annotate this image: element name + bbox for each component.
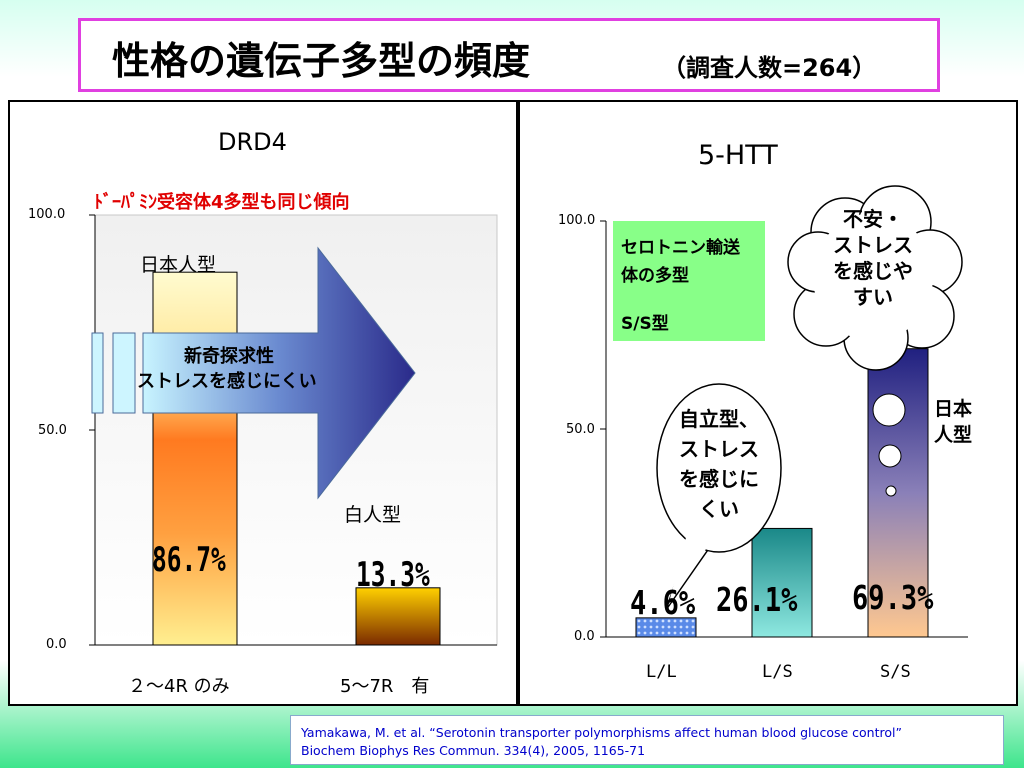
- japanese-type-side-label: 日本 人型: [934, 396, 972, 448]
- arrow-caption-line: ストレスを感じにくい: [137, 371, 317, 392]
- cloud-bubble: [885, 485, 897, 497]
- 5htt-tick-50: 50.0: [566, 422, 595, 437]
- citation-line: Yamakawa, M. et al. “Serotonin transport…: [301, 725, 902, 740]
- page-title: 性格の遺伝子多型の頻度: [112, 39, 531, 83]
- drd4-chart-title: DRD4: [218, 128, 287, 156]
- drd4-data-label-1: 86.7%: [152, 540, 226, 580]
- bubble-text-line: くい: [699, 497, 739, 521]
- 5htt-category-2: L/S: [762, 662, 793, 682]
- 5htt-tick-0: 0.0: [574, 629, 595, 644]
- info-box-line: 体の多型: [621, 266, 689, 286]
- 5htt-data-label-3: 69.3%: [852, 578, 934, 617]
- drd4-tick-100: 100.0: [28, 207, 66, 222]
- drd4-tick-0: 0.0: [46, 637, 67, 652]
- citation: Yamakawa, M. et al. “Serotonin transport…: [290, 715, 1004, 765]
- arrow-caption: 新奇探求性 ストレスを感じにくい: [137, 344, 317, 394]
- cloud-text-line: を感じや: [833, 259, 913, 283]
- cloud-bubble: [878, 444, 902, 468]
- title-frame: [78, 18, 940, 92]
- cloud-text: 不安・ ストレス を感じや すい: [810, 206, 936, 310]
- bubble-text: 自立型、 ストレス を感じに くい: [660, 404, 778, 524]
- citation-line: Biochem Biophys Res Commun. 334(4), 2005…: [301, 743, 646, 758]
- 5htt-chart-title: 5-HTT: [698, 140, 778, 171]
- 5htt-bar-1: [635, 617, 697, 638]
- japanese-type-label: 日本人型: [140, 254, 217, 276]
- trend-arrow: [142, 246, 416, 500]
- info-box-line: S/S型: [621, 314, 669, 334]
- side-label-line: 日本: [934, 398, 973, 420]
- 5htt-data-label-1: 4.6%: [630, 583, 696, 622]
- 5htt-category-3: S/S: [880, 662, 911, 682]
- info-box-line: セロトニン輸送: [621, 238, 740, 258]
- drd4-bar-2: [355, 587, 441, 646]
- drd4-category-1: ２～4R のみ: [128, 676, 230, 697]
- cloud-bubble: [872, 393, 906, 427]
- caucasian-type-label: 白人型: [344, 504, 402, 526]
- cloud-text-line: すい: [853, 285, 893, 309]
- serotonin-info-box: セロトニン輸送 体の多型 S/S型: [613, 221, 765, 341]
- bubble-text-line: 自立型、: [679, 407, 759, 431]
- drd4-bar-1: [152, 271, 238, 646]
- drd4-data-label-2: 13.3%: [356, 555, 430, 595]
- cloud-text-line: 不安・: [843, 207, 903, 231]
- drd4-tick-50: 50.0: [38, 423, 67, 438]
- 5htt-tick-100: 100.0: [558, 213, 596, 228]
- 5htt-bar-2: [751, 527, 813, 638]
- speech-bubble: [656, 383, 782, 611]
- anxiety-cloud: [787, 185, 963, 371]
- drd4-note: ﾄﾞｰﾊﾟﾐﾝ受容体4多型も同じ傾向: [94, 192, 350, 213]
- bubble-text-line: を感じに: [679, 467, 759, 491]
- side-label-line: 人型: [934, 424, 973, 446]
- arrow-stripe: [91, 332, 104, 414]
- page-subtitle: （調査人数=264）: [662, 54, 877, 82]
- 5htt-category-1: L/L: [646, 662, 677, 682]
- cloud-text-line: ストレス: [833, 233, 913, 257]
- bubble-text-line: ストレス: [679, 437, 759, 461]
- drd4-category-2: 5～7R 有: [340, 676, 430, 697]
- arrow-caption-line: 新奇探求性: [184, 346, 274, 367]
- arrow-stripe: [112, 332, 136, 414]
- 5htt-data-label-2: 26.1%: [716, 580, 798, 619]
